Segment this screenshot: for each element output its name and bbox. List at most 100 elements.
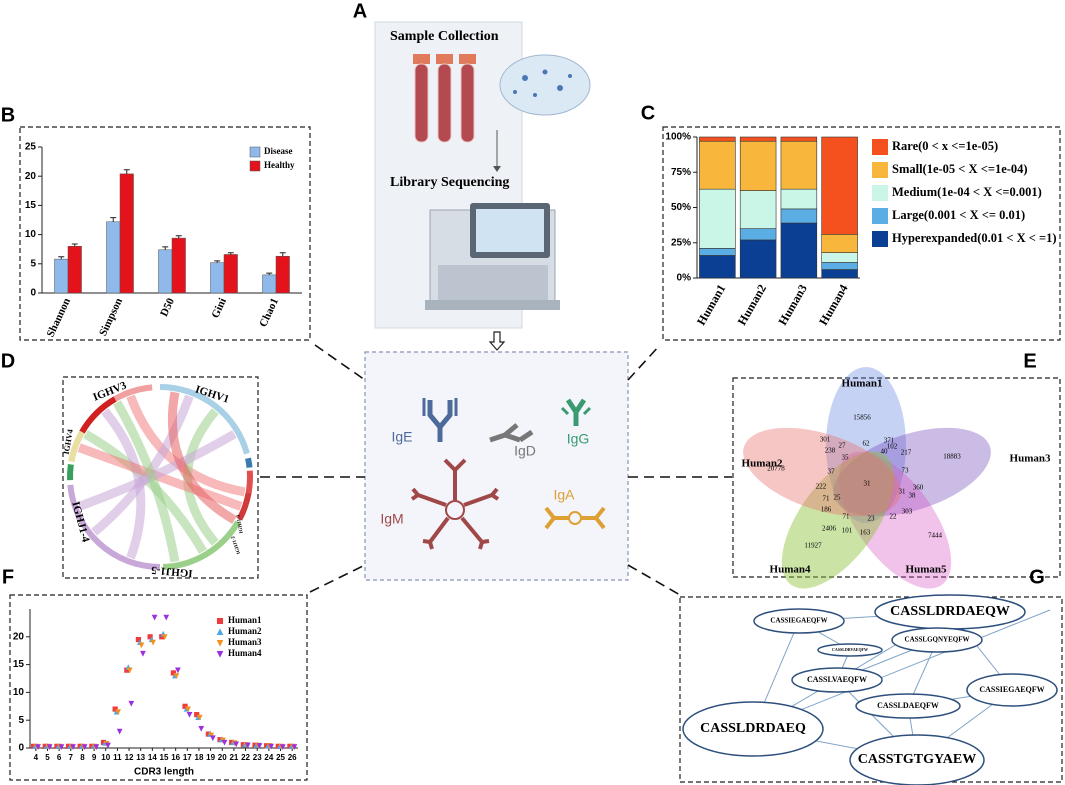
bar-segment bbox=[780, 136, 818, 142]
bar-segment bbox=[821, 269, 858, 279]
venn-count: 25 bbox=[834, 494, 842, 502]
x-tick-label: Human1 bbox=[694, 282, 728, 328]
chord-arc bbox=[68, 430, 85, 462]
bar-segment bbox=[821, 233, 858, 253]
legend-swatch bbox=[872, 139, 888, 155]
y-tick-label: 0 bbox=[30, 288, 36, 299]
legend-label: Hyperexpanded(0.01 < X < =1) bbox=[892, 231, 1057, 245]
y-tick-label: 25 bbox=[25, 142, 37, 153]
x-tick-label: 5 bbox=[45, 753, 50, 762]
chord-link bbox=[77, 430, 237, 511]
legend-label: Human3 bbox=[228, 637, 262, 647]
bar bbox=[106, 221, 121, 294]
venn-count: 71 bbox=[843, 513, 851, 521]
bar-segment bbox=[739, 228, 777, 241]
scatter-point bbox=[196, 714, 203, 721]
panel-f-box bbox=[9, 594, 308, 781]
bar bbox=[171, 237, 186, 294]
y-tick-label: 20 bbox=[13, 631, 25, 642]
venn-count: 38 bbox=[909, 492, 917, 500]
library-sequencing: Library Sequencing bbox=[390, 175, 509, 190]
venn-count: 37 bbox=[828, 468, 836, 476]
y-tick-label: 20 bbox=[25, 171, 37, 182]
network-node bbox=[817, 643, 883, 657]
error-bar bbox=[175, 235, 182, 239]
legend-label: Human2 bbox=[228, 626, 262, 636]
network-node-label: CASSLDRVAEQFW bbox=[832, 647, 868, 652]
venn-set-label: Human4 bbox=[770, 564, 811, 576]
error-bar bbox=[214, 260, 221, 263]
scatter-point bbox=[173, 673, 180, 679]
scatter-point bbox=[198, 725, 205, 732]
legend-marker bbox=[216, 651, 224, 658]
venn-count: 31 bbox=[864, 480, 872, 488]
legend-label: Human1 bbox=[228, 615, 262, 625]
bar-segment bbox=[821, 252, 858, 263]
bar bbox=[158, 249, 173, 294]
x-tick-label: 9 bbox=[92, 753, 97, 762]
connector bbox=[309, 564, 366, 593]
x-tick-label: Simpson bbox=[97, 296, 125, 338]
venn-count: 73 bbox=[902, 467, 910, 475]
scatter-point bbox=[185, 706, 191, 713]
bar-segment bbox=[699, 255, 736, 279]
venn-count: 35 bbox=[842, 454, 850, 462]
network-node-label: CASSLGQNYEQFW bbox=[905, 636, 970, 644]
error-bar bbox=[71, 243, 78, 247]
legend-swatch bbox=[872, 185, 888, 201]
network-node-label: CASSIEGAEQFW bbox=[979, 685, 1044, 694]
isotype-box bbox=[364, 351, 629, 581]
network-node-label: CASSLDAEQFW bbox=[877, 701, 939, 710]
bar-segment bbox=[780, 222, 818, 279]
scatter-point bbox=[244, 742, 251, 749]
x-tick-label: 18 bbox=[195, 753, 204, 762]
bar-segment bbox=[739, 190, 777, 229]
legend-label: Large(0.001 < X <= 0.01) bbox=[892, 208, 1025, 222]
error-bar bbox=[162, 246, 169, 250]
venn-count: 222 bbox=[816, 483, 827, 491]
x-tick-label: Shannon bbox=[45, 296, 73, 339]
venn-count: 20778 bbox=[767, 465, 785, 473]
y-tick-label: 15 bbox=[13, 659, 25, 670]
isotype-label: IgG bbox=[567, 431, 590, 447]
legend-marker bbox=[217, 618, 223, 624]
network-node bbox=[855, 693, 961, 719]
bar-segment bbox=[739, 136, 777, 142]
legend-swatch bbox=[249, 160, 261, 172]
bar-segment bbox=[739, 239, 777, 279]
error-bar bbox=[123, 169, 130, 174]
bar bbox=[119, 173, 134, 294]
venn-count: 11927 bbox=[804, 542, 822, 550]
venn-set bbox=[826, 367, 906, 523]
venn-count: 71 bbox=[823, 495, 831, 503]
legend-swatch bbox=[872, 231, 888, 247]
bar-segment bbox=[780, 140, 818, 190]
venn-count: 7444 bbox=[928, 532, 943, 540]
bar-segment bbox=[739, 140, 777, 191]
bar-segment bbox=[821, 136, 858, 235]
chord-diagram: IGHV3 IGHV1IGHV4IGHJ1-4IGHJ1-5IGHJ1-3IGHJ… bbox=[62, 379, 253, 579]
x-tick-label: 4 bbox=[34, 753, 39, 762]
scatter-point bbox=[115, 709, 122, 715]
bar-segment bbox=[699, 140, 736, 190]
sample-collection: Sample Collection bbox=[390, 29, 499, 44]
network-node bbox=[966, 673, 1058, 707]
x-tick-label: 16 bbox=[171, 753, 180, 762]
x-tick-label: Human4 bbox=[816, 282, 850, 328]
scatter-point bbox=[70, 744, 76, 751]
x-tick-label: Human2 bbox=[735, 282, 769, 328]
venn-count: 360 bbox=[913, 484, 924, 492]
antibody-igm bbox=[410, 458, 500, 550]
venn-count: 101 bbox=[842, 527, 853, 535]
chord-arc bbox=[67, 484, 161, 570]
panel-c-box bbox=[662, 126, 1061, 341]
y-tick-label: 0 bbox=[18, 743, 24, 754]
chord-arc bbox=[67, 464, 74, 481]
x-tick-label: 12 bbox=[125, 753, 134, 762]
panel-b-box bbox=[19, 126, 311, 341]
venn-count: 27 bbox=[839, 442, 847, 450]
bar-segment bbox=[780, 188, 818, 210]
scatter-point bbox=[140, 650, 146, 657]
legend-label: Small(1e-05 < X <=1e-04) bbox=[892, 162, 1028, 176]
